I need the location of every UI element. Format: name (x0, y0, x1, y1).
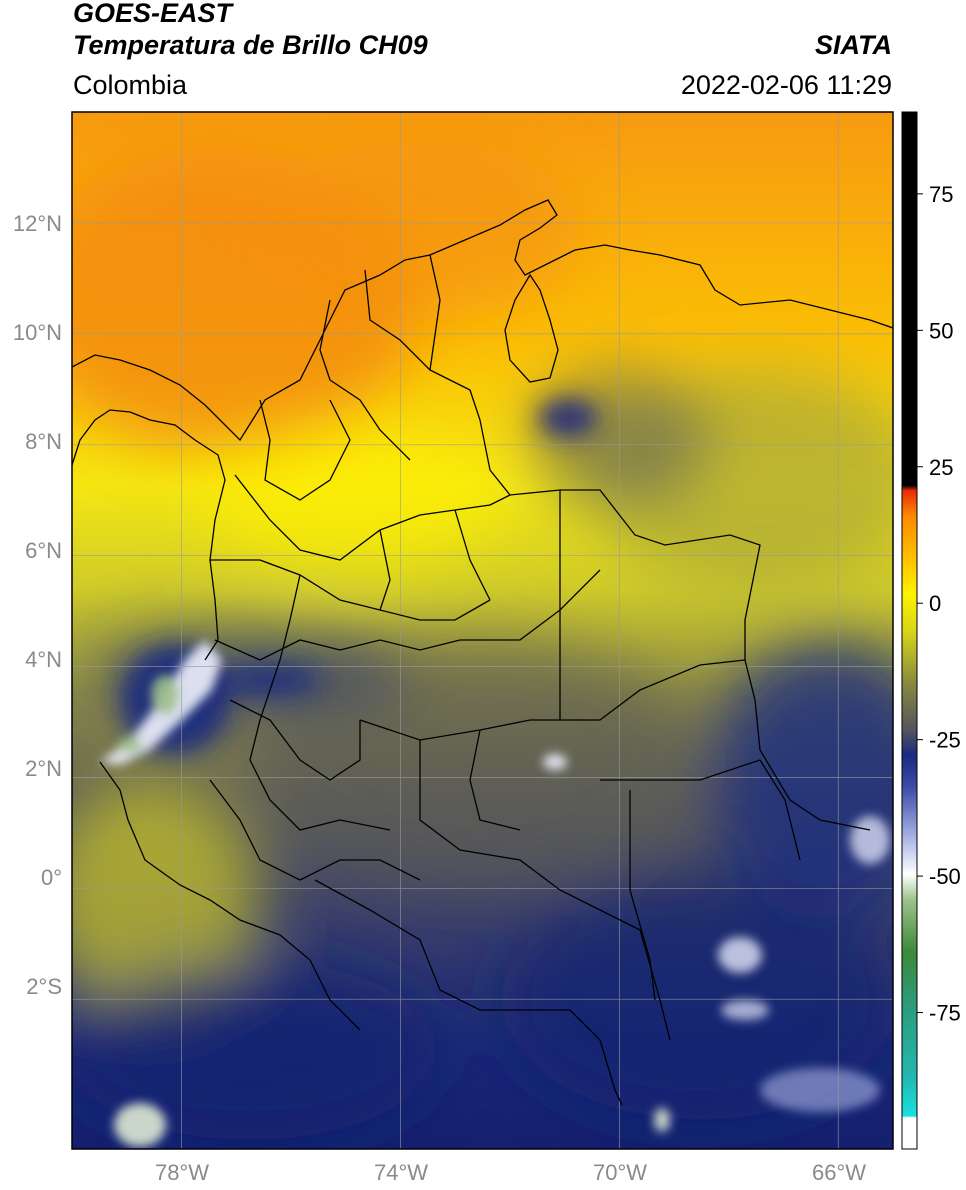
colorbar-gradient (901, 111, 918, 1150)
map-frame (71, 111, 894, 1150)
brightness-temperature-field (72, 112, 893, 1149)
product-title: Temperatura de Brillo CH09 (73, 30, 428, 60)
colorbar-tick-label: -50 (929, 864, 961, 889)
lat-label: 4°N (25, 647, 62, 672)
lat-label: 8°N (25, 429, 62, 454)
lat-axis-labels: 12°N 10°N 8°N 6°N 4°N 2°N 0° 2°S (13, 211, 62, 999)
coastlines-and-borders (72, 199, 893, 1106)
lon-label: 70°W (593, 1160, 647, 1185)
lat-label: 2°N (25, 756, 62, 781)
colorbar-tick-label: 75 (929, 182, 953, 207)
lat-label: 10°N (13, 320, 62, 345)
colorbar-tick-label: 0 (929, 591, 941, 616)
region-label: Colombia (73, 70, 188, 100)
colorbar: 75 50 25 0 -25 -50 -75 (901, 111, 961, 1150)
colorbar-ticks: 75 50 25 0 -25 -50 -75 (917, 182, 961, 1026)
lon-axis-labels: 78°W 74°W 70°W 66°W (155, 1160, 866, 1185)
satellite-title: GOES-EAST (73, 0, 233, 28)
graticule (72, 112, 893, 1149)
lon-label: 66°W (812, 1160, 866, 1185)
agency-label: SIATA (815, 30, 892, 60)
lat-label: 0° (41, 865, 62, 890)
lat-label: 2°S (26, 974, 62, 999)
colorbar-tick-label: -75 (929, 1001, 961, 1026)
colorbar-tick-label: -25 (929, 728, 961, 753)
colorbar-tick-label: 50 (929, 318, 953, 343)
lon-label: 74°W (374, 1160, 428, 1185)
colorbar-tick-label: 25 (929, 455, 953, 480)
lat-label: 12°N (13, 211, 62, 236)
lon-label: 78°W (155, 1160, 209, 1185)
datetime-label: 2022-02-06 11:29 (680, 70, 892, 100)
lat-label: 6°N (25, 538, 62, 563)
